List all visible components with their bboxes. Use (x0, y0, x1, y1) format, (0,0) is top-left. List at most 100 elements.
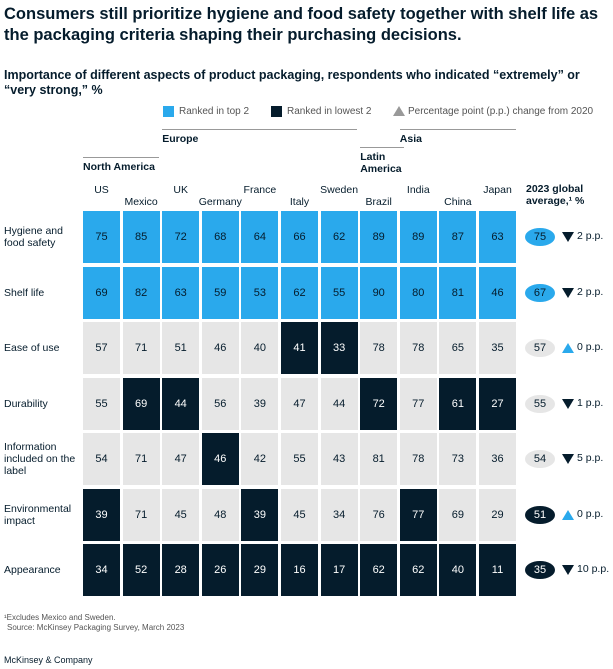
change-label: 0 p.p. (577, 507, 604, 520)
cell: 80 (399, 266, 437, 319)
cell: 40 (439, 544, 477, 596)
region-label: North America (83, 157, 160, 173)
triangle (562, 398, 574, 409)
cell: 29 (479, 488, 516, 541)
cell: 44 (320, 377, 358, 430)
cell: 47 (162, 433, 200, 485)
cell: 46 (479, 266, 516, 319)
cell: 69 (122, 377, 160, 430)
average-header: 2023 global average,¹ % (526, 183, 585, 207)
cell: 61 (439, 377, 477, 430)
average-badge: 51 (525, 505, 555, 524)
cell: 34 (83, 544, 120, 596)
region-label: Latin America (360, 147, 404, 175)
cell: 90 (360, 266, 398, 319)
cell: 40 (241, 322, 279, 374)
column-label: Germany (198, 196, 242, 208)
brand: McKinsey & Company (4, 655, 93, 665)
cell: 78 (399, 322, 437, 374)
column-label: China (444, 196, 472, 208)
cell: 89 (399, 211, 437, 263)
triangle (393, 106, 405, 116)
cell: 71 (122, 433, 160, 485)
cell: 53 (241, 266, 279, 319)
average-badge: 57 (525, 339, 555, 357)
average-badge: 55 (525, 394, 555, 413)
cell: 29 (241, 544, 279, 596)
change-label: 2 p.p. (577, 285, 604, 298)
row-label: Durability (4, 397, 48, 410)
column-label: US (94, 184, 109, 196)
cell: 72 (360, 377, 398, 430)
triangle (562, 454, 574, 464)
cell: 69 (439, 488, 477, 541)
cell: 51 (162, 322, 200, 374)
cell: 71 (122, 322, 160, 374)
cell: 62 (320, 211, 358, 263)
cell: 41 (281, 322, 318, 374)
cell: 52 (122, 544, 160, 596)
column-label: France (243, 184, 277, 196)
cell: 62 (360, 544, 398, 596)
cell: 11 (479, 544, 516, 596)
footnote: ¹Excludes Mexico and Sweden. (4, 613, 116, 622)
cell: 42 (241, 433, 279, 485)
cell: 54 (83, 433, 120, 485)
cell: 65 (439, 322, 477, 374)
cell: 55 (320, 266, 358, 319)
cell: 62 (399, 544, 437, 596)
cell: 47 (281, 377, 318, 430)
cell: 39 (241, 488, 279, 541)
cell: 78 (360, 322, 398, 374)
column-label: Italy (289, 196, 310, 208)
column-label: Japan (483, 184, 512, 196)
row-label: Environmental impact (4, 502, 72, 527)
cell: 34 (320, 488, 358, 541)
cell: 63 (162, 266, 200, 319)
cell: 63 (479, 211, 516, 263)
triangle (562, 287, 574, 298)
cell: 66 (281, 211, 318, 263)
cell: 64 (241, 211, 279, 263)
row-label: Hygiene and food safety (4, 225, 63, 249)
cell: 73 (439, 433, 477, 485)
cell: 48 (201, 488, 239, 541)
source: Source: McKinsey Packaging Survey, March… (7, 623, 185, 632)
triangle (562, 509, 574, 520)
triangle (562, 565, 574, 575)
cell: 55 (83, 377, 120, 430)
average-badge: 67 (525, 283, 555, 302)
cell: 87 (439, 211, 477, 263)
row-label: Ease of use (4, 342, 60, 354)
cell: 77 (399, 377, 437, 430)
cell: 69 (83, 266, 120, 319)
cell: 77 (399, 488, 437, 541)
cell: 72 (162, 211, 200, 263)
cell: 39 (241, 377, 279, 430)
legend-swatch (271, 106, 282, 117)
cell: 16 (281, 544, 318, 596)
triangle (562, 232, 574, 242)
cell: 68 (201, 211, 239, 263)
row-label: Information included on the label (4, 441, 76, 477)
cell: 43 (320, 433, 358, 485)
cell: 56 (201, 377, 239, 430)
cell: 71 (122, 488, 160, 541)
region-label: Asia (399, 129, 516, 145)
cell: 39 (83, 488, 120, 541)
cell: 27 (479, 377, 516, 430)
legend-swatch (163, 106, 174, 117)
change-label: 2 p.p. (577, 230, 604, 242)
average-badge: 54 (525, 450, 555, 468)
cell: 45 (162, 488, 200, 541)
cell: 89 (360, 211, 398, 263)
title: Consumers still prioritize hygiene and f… (4, 5, 599, 44)
change-label: 0 p.p. (577, 341, 604, 353)
region-label: Europe (162, 129, 358, 145)
column-label: Mexico (124, 196, 158, 208)
change-label: 5 p.p. (577, 452, 604, 464)
change-label: 10 p.p. (577, 563, 610, 575)
change-label: 1 p.p. (577, 396, 604, 409)
cell: 81 (439, 266, 477, 319)
